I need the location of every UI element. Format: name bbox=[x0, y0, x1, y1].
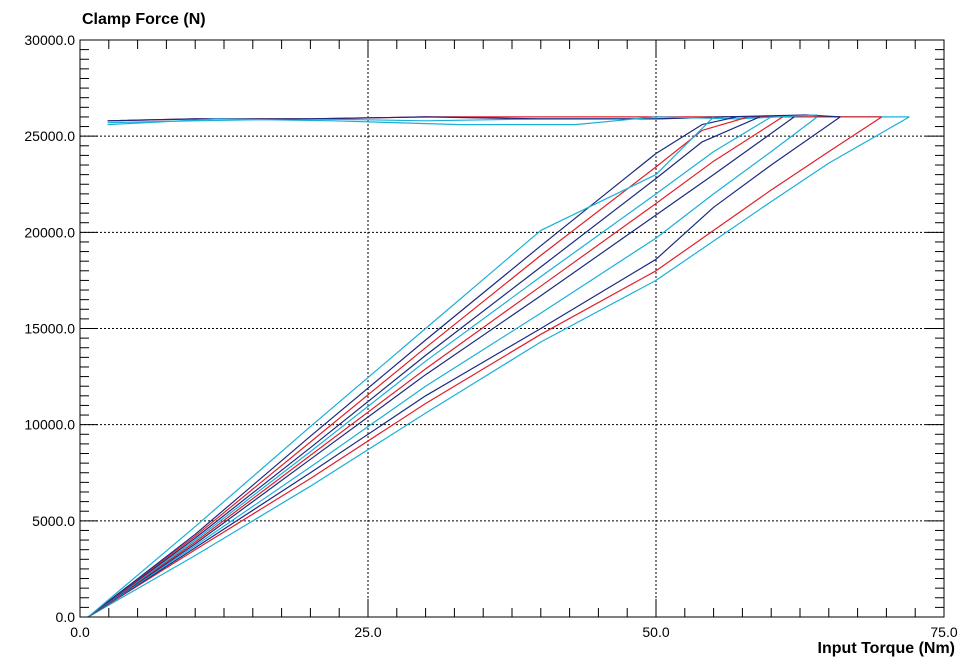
tick-labels: 0.0 25.0 50.0 75.0 0.0 5000.0 10000.0 15000.0 20… bbox=[24, 32, 957, 640]
y-tick-label: 5000.0 bbox=[32, 513, 75, 529]
y-axis-title: Clamp Force (N) bbox=[82, 11, 206, 28]
x-tick-label: 50.0 bbox=[642, 624, 669, 640]
plot-border bbox=[79, 39, 945, 618]
series-line-navy bbox=[87, 116, 841, 618]
x-tick-label: 75.0 bbox=[930, 624, 957, 640]
series-line-navy bbox=[87, 116, 737, 618]
plot-frame bbox=[79, 39, 945, 618]
series-line-navy bbox=[87, 116, 795, 618]
series-line-cyan bbox=[87, 116, 818, 618]
y-tick-label: 10000.0 bbox=[24, 417, 75, 433]
y-tick-label: 30000.0 bbox=[24, 32, 75, 48]
series-line-red bbox=[87, 116, 784, 618]
axis-ticks bbox=[79, 39, 945, 618]
series-line-cyan bbox=[87, 116, 910, 618]
series-lines bbox=[87, 114, 910, 618]
y-tick-label: 15000.0 bbox=[24, 321, 75, 337]
y-tick-label: 0.0 bbox=[56, 609, 76, 625]
series-line-navy bbox=[87, 116, 760, 618]
series-line-red bbox=[87, 116, 883, 618]
y-tick-label: 20000.0 bbox=[24, 224, 75, 240]
series-line-cyan bbox=[87, 116, 772, 618]
series-line-cyan bbox=[107, 114, 818, 126]
y-tick-label: 25000.0 bbox=[24, 128, 75, 144]
series-line-cyan bbox=[87, 116, 715, 618]
x-tick-label: 25.0 bbox=[354, 624, 381, 640]
x-axis-title: Input Torque (Nm) bbox=[817, 640, 955, 657]
x-tick-label: 0.0 bbox=[70, 624, 90, 640]
